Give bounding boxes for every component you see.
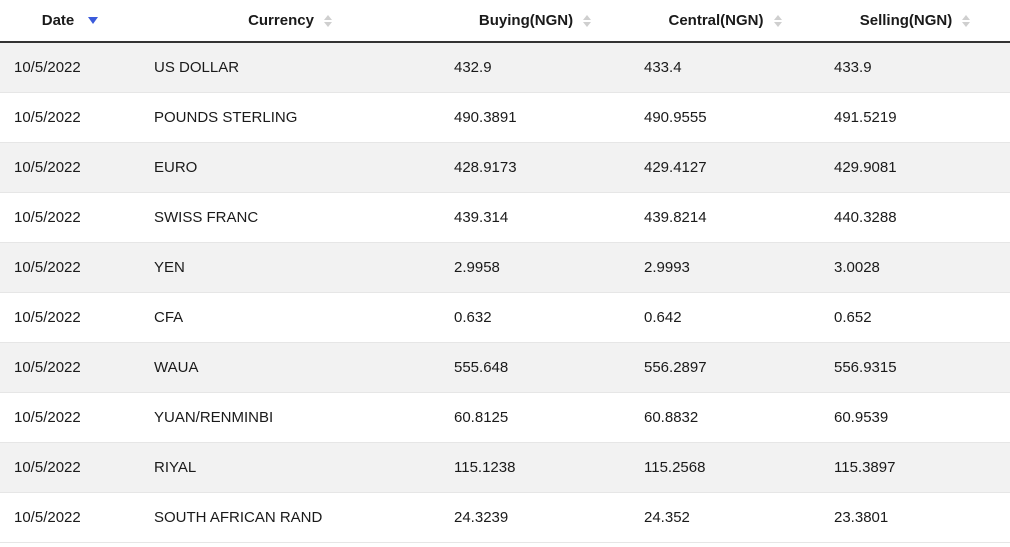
cell-central: 490.9555	[630, 93, 820, 143]
cell-currency: CFA	[140, 293, 440, 343]
cell-currency: US DOLLAR	[140, 42, 440, 93]
cell-currency: EURO	[140, 143, 440, 193]
cell-buying: 0.632	[440, 293, 630, 343]
table-row: 10/5/2022SOUTH AFRICAN RAND24.323924.352…	[0, 493, 1010, 543]
cell-selling: 60.9539	[820, 393, 1010, 443]
cell-buying: 439.314	[440, 193, 630, 243]
col-header-currency-label: Currency	[248, 12, 314, 29]
cell-currency: SOUTH AFRICAN RAND	[140, 493, 440, 543]
cell-buying: 432.9	[440, 42, 630, 93]
table-row: 10/5/2022CFA0.6320.6420.652	[0, 293, 1010, 343]
col-header-selling-label: Selling(NGN)	[860, 12, 953, 29]
table-row: 10/5/2022POUNDS STERLING490.3891490.9555…	[0, 93, 1010, 143]
cell-selling: 429.9081	[820, 143, 1010, 193]
cell-date: 10/5/2022	[0, 393, 140, 443]
cell-central: 60.8832	[630, 393, 820, 443]
cell-central: 24.352	[630, 493, 820, 543]
cell-selling: 0.652	[820, 293, 1010, 343]
cell-currency: RIYAL	[140, 443, 440, 493]
col-header-selling[interactable]: Selling(NGN)	[820, 0, 1010, 42]
cell-selling: 491.5219	[820, 93, 1010, 143]
table-body: 10/5/2022US DOLLAR432.9433.4433.910/5/20…	[0, 42, 1010, 543]
col-header-central[interactable]: Central(NGN)	[630, 0, 820, 42]
cell-currency: POUNDS STERLING	[140, 93, 440, 143]
table-row: 10/5/2022RIYAL115.1238115.2568115.3897	[0, 443, 1010, 493]
table-row: 10/5/2022SWISS FRANC439.314439.8214440.3…	[0, 193, 1010, 243]
table-row: 10/5/2022WAUA555.648556.2897556.9315	[0, 343, 1010, 393]
sort-icon	[583, 15, 591, 27]
cell-date: 10/5/2022	[0, 343, 140, 393]
cell-buying: 24.3239	[440, 493, 630, 543]
sort-desc-icon	[88, 17, 98, 24]
sort-icon	[962, 15, 970, 27]
exchange-rates-table: Date Currency Buying(NGN) Central(NGN)	[0, 0, 1010, 543]
cell-central: 433.4	[630, 42, 820, 93]
cell-selling: 115.3897	[820, 443, 1010, 493]
cell-buying: 60.8125	[440, 393, 630, 443]
sort-icon	[774, 15, 782, 27]
cell-date: 10/5/2022	[0, 493, 140, 543]
cell-buying: 2.9958	[440, 243, 630, 293]
cell-date: 10/5/2022	[0, 293, 140, 343]
cell-central: 2.9993	[630, 243, 820, 293]
sort-icon	[324, 15, 332, 27]
cell-central: 556.2897	[630, 343, 820, 393]
table-row: 10/5/2022YEN2.99582.99933.0028	[0, 243, 1010, 293]
table-row: 10/5/2022EURO428.9173429.4127429.9081	[0, 143, 1010, 193]
cell-date: 10/5/2022	[0, 193, 140, 243]
cell-central: 115.2568	[630, 443, 820, 493]
cell-date: 10/5/2022	[0, 42, 140, 93]
cell-currency: SWISS FRANC	[140, 193, 440, 243]
cell-date: 10/5/2022	[0, 443, 140, 493]
table-header: Date Currency Buying(NGN) Central(NGN)	[0, 0, 1010, 42]
cell-buying: 428.9173	[440, 143, 630, 193]
cell-central: 0.642	[630, 293, 820, 343]
cell-selling: 556.9315	[820, 343, 1010, 393]
cell-buying: 490.3891	[440, 93, 630, 143]
cell-date: 10/5/2022	[0, 243, 140, 293]
cell-selling: 23.3801	[820, 493, 1010, 543]
cell-buying: 115.1238	[440, 443, 630, 493]
cell-date: 10/5/2022	[0, 143, 140, 193]
cell-selling: 440.3288	[820, 193, 1010, 243]
cell-selling: 3.0028	[820, 243, 1010, 293]
col-header-currency[interactable]: Currency	[140, 0, 440, 42]
cell-currency: YUAN/RENMINBI	[140, 393, 440, 443]
col-header-date-label: Date	[42, 12, 75, 29]
col-header-date[interactable]: Date	[0, 0, 140, 42]
cell-currency: YEN	[140, 243, 440, 293]
cell-central: 439.8214	[630, 193, 820, 243]
table-row: 10/5/2022US DOLLAR432.9433.4433.9	[0, 42, 1010, 93]
cell-central: 429.4127	[630, 143, 820, 193]
col-header-buying[interactable]: Buying(NGN)	[440, 0, 630, 42]
cell-currency: WAUA	[140, 343, 440, 393]
table-row: 10/5/2022YUAN/RENMINBI60.812560.883260.9…	[0, 393, 1010, 443]
col-header-buying-label: Buying(NGN)	[479, 12, 573, 29]
cell-buying: 555.648	[440, 343, 630, 393]
cell-selling: 433.9	[820, 42, 1010, 93]
col-header-central-label: Central(NGN)	[668, 12, 763, 29]
cell-date: 10/5/2022	[0, 93, 140, 143]
